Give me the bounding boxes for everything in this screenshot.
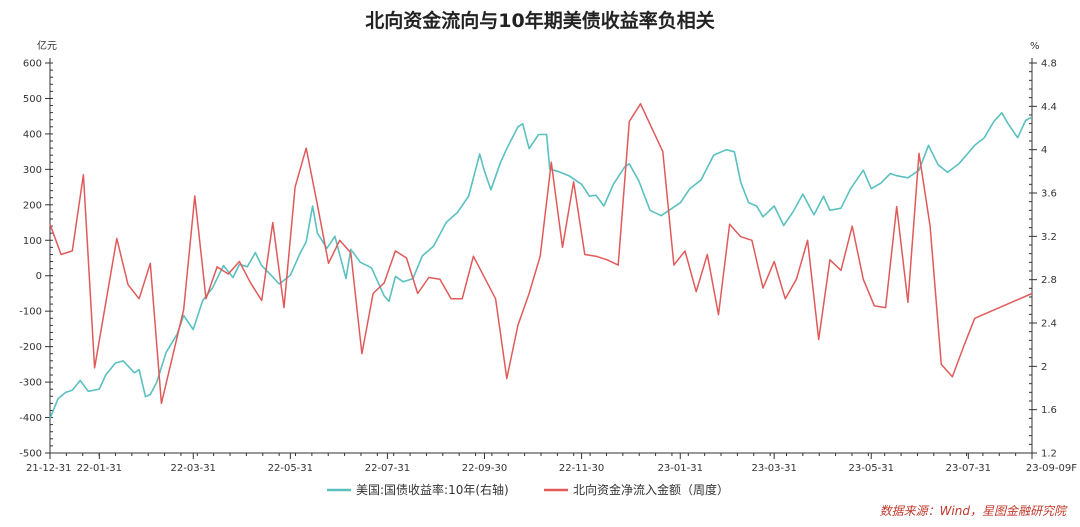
series-line-treasury-yield bbox=[49, 112, 1033, 419]
left-tick-label: 600 bbox=[23, 59, 42, 70]
left-tick-label: 300 bbox=[23, 165, 42, 176]
left-tick-label: -500 bbox=[19, 449, 42, 460]
x-tick-label: 22-05-31 bbox=[268, 463, 313, 474]
x-tick-label: 22-03-31 bbox=[171, 463, 216, 474]
right-tick-label: 3.2 bbox=[1041, 232, 1057, 243]
x-tick-label: 23-01-31 bbox=[658, 463, 703, 474]
left-tick-label: -100 bbox=[19, 307, 42, 318]
right-tick-label: 2.8 bbox=[1041, 275, 1057, 286]
x-tick-label: 23-07-31 bbox=[946, 463, 991, 474]
right-tick-label: 1.2 bbox=[1041, 449, 1057, 460]
right-tick-label: 4 bbox=[1041, 145, 1047, 156]
right-tick-label: 2 bbox=[1041, 362, 1047, 373]
left-tick-label: 500 bbox=[23, 94, 42, 105]
left-axis-ticks: 600 500 400 300 200 100 0 -100 -200 -300 -400 -500 bbox=[19, 59, 50, 460]
x-axis-ticks: 21-12-31 22-01-31 22-03-31 22-05-31 22-07-31… bbox=[26, 453, 1077, 474]
left-tick-label: 100 bbox=[23, 236, 42, 247]
axes bbox=[49, 58, 1033, 456]
chart-title: 北向资金流向与10年期美债收益率负相关 bbox=[365, 9, 714, 32]
x-tick-label: 22-07-31 bbox=[365, 463, 410, 474]
right-axis-unit: % bbox=[1030, 41, 1040, 52]
right-tick-label: 3.6 bbox=[1041, 189, 1057, 200]
left-axis-unit: 亿元 bbox=[37, 39, 57, 52]
x-tick-label: 21-12-31 bbox=[26, 463, 71, 474]
x-tick-label: 22-11-30 bbox=[559, 463, 604, 474]
x-tick-label: 23-03-31 bbox=[751, 463, 796, 474]
left-tick-label: 200 bbox=[23, 200, 42, 211]
legend-label-treasury-yield: 美国:国债收益率:10年(右轴) bbox=[356, 482, 509, 497]
right-tick-label: 2.4 bbox=[1041, 319, 1057, 330]
left-tick-label: -300 bbox=[19, 378, 42, 389]
series-layer bbox=[49, 103, 1033, 419]
left-tick-label: -400 bbox=[19, 413, 42, 424]
left-tick-label: 0 bbox=[36, 271, 42, 282]
right-tick-label: 4.4 bbox=[1041, 102, 1057, 113]
x-tick-label: 22-09-30 bbox=[462, 463, 507, 474]
data-source-note: 数据来源：Wind，星图金融研究院 bbox=[880, 504, 1068, 518]
left-tick-label: -200 bbox=[19, 342, 42, 353]
series-line-northbound-flow bbox=[49, 103, 1033, 405]
left-tick-label: 400 bbox=[23, 129, 42, 140]
right-tick-label: 4.8 bbox=[1041, 59, 1057, 70]
legend: 美国:国债收益率:10年(右轴) 北向资金净流入金额（周度） bbox=[327, 482, 729, 497]
right-axis-ticks: 4.8 4.4 4 3.6 3.2 2.8 2.4 2 1.6 1.2 bbox=[1032, 59, 1057, 460]
x-tick-label: 23-05-31 bbox=[849, 463, 894, 474]
legend-label-northbound-flow: 北向资金净流入金额（周度） bbox=[573, 482, 729, 497]
right-tick-label: 1.6 bbox=[1041, 405, 1057, 416]
x-tick-label: 22-01-31 bbox=[77, 463, 122, 474]
x-tick-label: 23-09-09F bbox=[1026, 463, 1077, 474]
